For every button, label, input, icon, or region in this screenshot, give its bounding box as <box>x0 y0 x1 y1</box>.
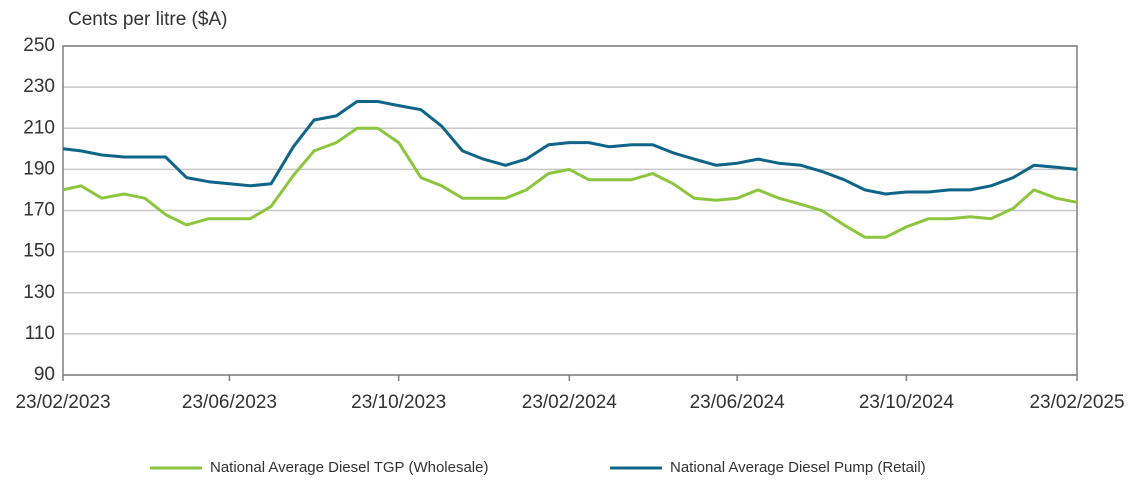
x-tick-label: 23/02/2025 <box>1029 392 1124 413</box>
legend-label: National Average Diesel TGP (Wholesale) <box>210 459 488 476</box>
y-tick-label: 150 <box>23 241 55 262</box>
y-tick-label: 90 <box>34 364 55 385</box>
y-tick-label: 230 <box>23 76 55 97</box>
series-line <box>62 126 1078 239</box>
y-tick-label: 130 <box>23 282 55 303</box>
x-tick-label: 23/06/2024 <box>690 392 786 413</box>
x-tick-label: 23/06/2023 <box>182 392 277 413</box>
series-line <box>62 100 1078 196</box>
x-tick-label: 23/02/2024 <box>522 392 618 413</box>
y-tick-label: 250 <box>23 35 55 56</box>
y-tick-label: 190 <box>23 158 55 179</box>
x-tick-label: 23/10/2024 <box>859 392 955 413</box>
y-tick-label: 170 <box>23 200 55 221</box>
legend-label: National Average Diesel Pump (Retail) <box>670 459 926 476</box>
y-tick-label: 110 <box>25 323 55 344</box>
x-tick-label: 23/02/2023 <box>15 392 110 413</box>
y-axis-label: Cents per litre ($A) <box>68 9 227 30</box>
x-tick-label: 23/10/2023 <box>351 392 446 413</box>
y-tick-label: 210 <box>23 117 55 138</box>
